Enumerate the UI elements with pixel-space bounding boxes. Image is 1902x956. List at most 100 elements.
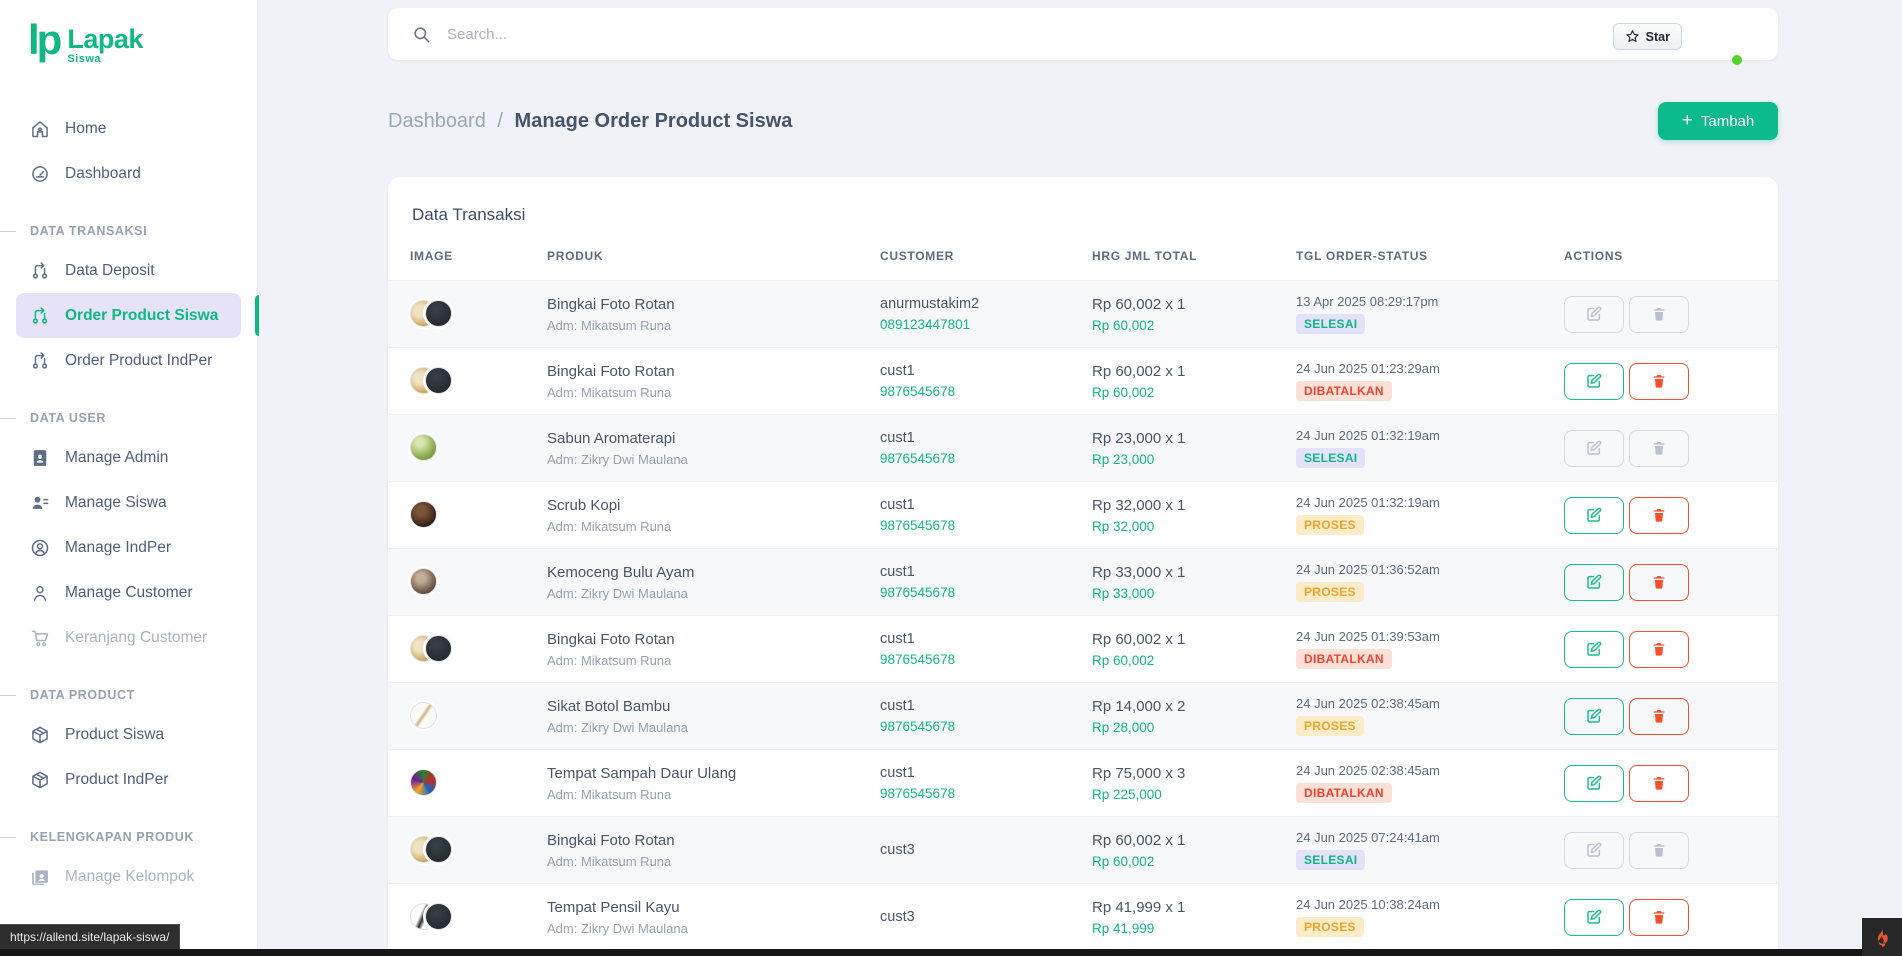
price-cell: Rp 60,002 x 1 Rp 60,002 (1092, 631, 1296, 668)
column-header-actions: ACTIONS (1564, 249, 1778, 263)
customer-phone: 9876545678 (880, 786, 1092, 801)
price-qty: Rp 32,000 x 1 (1092, 497, 1296, 514)
add-button[interactable]: + Tambah (1658, 102, 1778, 140)
edit-button[interactable] (1564, 564, 1624, 601)
price-qty: Rp 75,000 x 3 (1092, 765, 1296, 782)
price-qty: Rp 60,002 x 1 (1092, 832, 1296, 849)
sidebar-item-label: Manage IndPer (65, 539, 171, 557)
edit-icon (1586, 641, 1602, 657)
sidebar-item-product-siswa[interactable]: Product Siswa (16, 712, 241, 757)
price-qty: Rp 23,000 x 1 (1092, 430, 1296, 447)
id-card-icon (30, 448, 50, 468)
customer-name: cust1 (880, 631, 1092, 647)
edit-icon (1586, 708, 1602, 724)
sidebar-section-title: DATA PRODUCT (0, 678, 257, 712)
price-qty: Rp 41,999 x 1 (1092, 899, 1296, 916)
date-status-cell: 24 Jun 2025 02:38:45am DIBATALKAN (1296, 763, 1564, 803)
sidebar-item-manage-admin[interactable]: Manage Admin (16, 435, 241, 480)
price-cell: Rp 60,002 x 1 Rp 60,002 (1092, 296, 1296, 333)
sidebar-item-label: Manage Siswa (65, 494, 167, 512)
order-date: 13 Apr 2025 08:29:17pm (1296, 294, 1564, 309)
sidebar-item-manage-customer[interactable]: Manage Customer (16, 570, 241, 615)
edit-icon (1586, 306, 1602, 322)
sidebar-item-manage-siswa[interactable]: Manage Siswa (16, 480, 241, 525)
price-total: Rp 33,000 (1092, 586, 1296, 601)
sidebar-item-label: Order Product Siswa (65, 307, 218, 325)
sidebar-item-label: Manage Kelompok (65, 868, 194, 886)
edit-button[interactable] (1564, 363, 1624, 400)
sidebar-item-home[interactable]: Home (16, 106, 241, 151)
search-icon (412, 25, 431, 44)
trash-icon (1651, 507, 1667, 523)
star-icon (1625, 29, 1640, 44)
product-cell: Bingkai Foto Rotan Adm: Mikatsum Runa (547, 631, 880, 668)
delete-button[interactable] (1629, 631, 1689, 668)
delete-button[interactable] (1629, 497, 1689, 534)
user-icon (30, 583, 50, 603)
link-url-tooltip: https://allend.site/lapak-siswa/ (0, 924, 180, 949)
sidebar-item-keranjang-customer[interactable]: Keranjang Customer (16, 615, 241, 660)
sidebar-item-manage-kelompok[interactable]: Manage Kelompok (16, 854, 241, 899)
sidebar-item-product-indper[interactable]: Product IndPer (16, 757, 241, 802)
delete-button[interactable] (1629, 899, 1689, 936)
sidebar-item-order-product-indper[interactable]: Order Product IndPer (16, 338, 241, 383)
breadcrumb-parent[interactable]: Dashboard (388, 110, 486, 132)
app-logo[interactable]: lp Lapak Siswa (28, 20, 257, 84)
customer-name: cust3 (880, 842, 1092, 858)
price-total: Rp 60,002 (1092, 854, 1296, 869)
search-input[interactable] (447, 26, 967, 43)
sidebar-item-manage-indper[interactable]: Manage IndPer (16, 525, 241, 570)
price-total: Rp 60,002 (1092, 385, 1296, 400)
actions-cell (1564, 698, 1778, 735)
gauge-icon (30, 164, 50, 184)
sidebar-item-order-product-siswa[interactable]: Order Product Siswa (16, 293, 241, 338)
sidebar-item-dashboard[interactable]: Dashboard (16, 151, 241, 196)
edit-button (1564, 430, 1624, 467)
topbar: Star (388, 8, 1778, 60)
product-image-cell (410, 901, 500, 933)
edit-button[interactable] (1564, 899, 1624, 936)
sidebar-item-label: Order Product IndPer (65, 352, 212, 370)
date-status-cell: 24 Jun 2025 01:32:19am SELESAI (1296, 428, 1564, 468)
trash-icon (1651, 775, 1667, 791)
customer-name: cust1 (880, 363, 1092, 379)
customer-phone: 089123447801 (880, 317, 1092, 332)
column-header-produk: PRODUK (547, 249, 880, 263)
product-thumbnail (410, 769, 437, 796)
sidebar-item-data-deposit[interactable]: Data Deposit (16, 248, 241, 293)
customer-name: cust1 (880, 765, 1092, 781)
delete-button[interactable] (1629, 765, 1689, 802)
actions-cell (1564, 899, 1778, 936)
edit-button[interactable] (1564, 765, 1624, 802)
customer-cell: cust3 (880, 909, 1092, 925)
edit-button[interactable] (1564, 631, 1624, 668)
price-cell: Rp 75,000 x 3 Rp 225,000 (1092, 765, 1296, 802)
delete-button[interactable] (1629, 363, 1689, 400)
price-cell: Rp 32,000 x 1 Rp 32,000 (1092, 497, 1296, 534)
column-header-tgl-order-status: TGL ORDER-STATUS (1296, 249, 1564, 263)
product-image-cell (410, 499, 500, 531)
sidebar-item-label: Dashboard (65, 165, 141, 183)
star-button[interactable]: Star (1613, 23, 1682, 50)
status-badge: SELESAI (1296, 314, 1365, 334)
delete-button[interactable] (1629, 698, 1689, 735)
price-total: Rp 28,000 (1092, 720, 1296, 735)
delete-button[interactable] (1629, 564, 1689, 601)
product-image-cell (410, 767, 500, 799)
product-thumbnail (410, 568, 437, 595)
product-image-cell (410, 432, 500, 464)
edit-button[interactable] (1564, 698, 1624, 735)
debug-toolbar-toggle[interactable] (1862, 918, 1902, 956)
date-status-cell: 24 Jun 2025 01:32:19am PROSES (1296, 495, 1564, 535)
customer-cell: cust1 9876545678 (880, 497, 1092, 533)
edit-icon (1586, 842, 1602, 858)
product-cell: Tempat Pensil Kayu Adm: Zikry Dwi Maulan… (547, 899, 880, 936)
branch-icon (30, 306, 50, 326)
price-total: Rp 41,999 (1092, 921, 1296, 936)
edit-button[interactable] (1564, 497, 1624, 534)
customer-cell: cust1 9876545678 (880, 698, 1092, 734)
table-row: Scrub Kopi Adm: Mikatsum Runa cust1 9876… (388, 482, 1778, 549)
actions-cell (1564, 631, 1778, 668)
product-thumbnail (410, 434, 437, 461)
order-date: 24 Jun 2025 02:38:45am (1296, 763, 1564, 778)
